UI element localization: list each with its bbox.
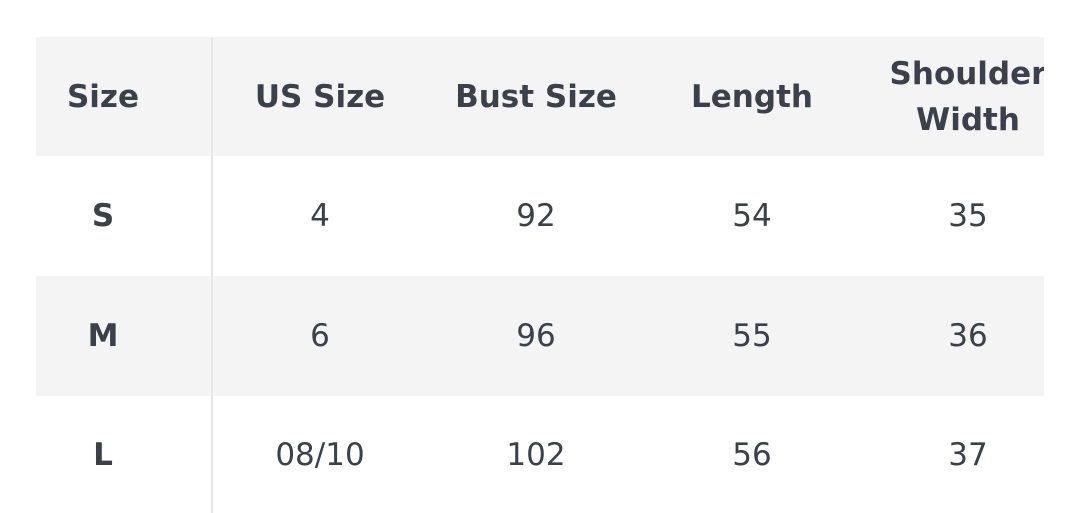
table-cell: S <box>91 198 115 234</box>
table-cell: 54 <box>732 198 772 234</box>
table-cell: 96 <box>516 318 556 354</box>
table-row: L 08/10 102 56 37 <box>36 396 1044 513</box>
table-cell: 35 <box>948 198 988 234</box>
table-cell: 102 <box>506 436 566 473</box>
column-divider <box>211 37 213 513</box>
table-cell: Length <box>691 78 813 115</box>
table-cell: L <box>93 436 113 473</box>
table-cell: 6 <box>310 318 330 354</box>
table-row: M 6 96 55 36 <box>36 276 1044 396</box>
table-cell: US Size <box>254 78 386 115</box>
table-cell: 08/10 <box>275 436 365 473</box>
table-cell: Bust Size <box>455 78 617 115</box>
table-cell: 92 <box>516 198 556 234</box>
header-row: Size US Size Bust Size Length Shoulder Width <box>36 37 1044 156</box>
table-cell: Size <box>66 78 140 115</box>
table-row: S 4 92 54 35 <box>36 156 1044 276</box>
table-cell: Shoulder Width <box>889 55 1044 138</box>
table-cell: 56 <box>732 436 772 473</box>
table-cell: 4 <box>310 198 330 234</box>
table-cell: 36 <box>948 318 988 354</box>
table-cell: M <box>87 318 119 354</box>
size-table: Size US Size Bust Size Length Shoulder Width… <box>36 37 1044 513</box>
table-cell: 55 <box>732 318 772 354</box>
table-cell: 37 <box>948 436 988 473</box>
